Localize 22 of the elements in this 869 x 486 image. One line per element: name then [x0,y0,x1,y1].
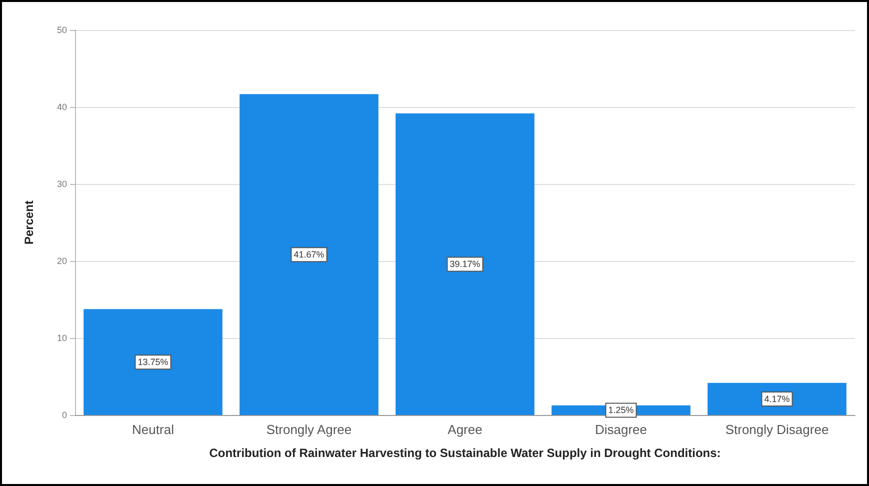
y-tick-label: 40 [56,102,67,112]
y-axis-title: Percent [22,200,36,245]
x-axis-title: Contribution of Rainwater Harvesting to Sustainable Water Supply in Drought Conditions: [209,446,721,460]
bar [396,113,534,415]
bar [708,382,846,415]
data-label: 4.17% [764,394,790,404]
x-tick-label: Neutral [132,422,174,437]
y-tick-label: 10 [56,333,67,343]
y-tick-label: 30 [56,179,67,189]
x-tick-label: Agree [448,422,482,437]
y-tick-label: 50 [56,25,67,35]
x-tick-label: Disagree [594,422,648,437]
data-label: 13.75% [138,357,168,368]
data-label: 41.67% [294,250,324,260]
x-tick-label: Strongly Agree [266,422,352,437]
bar [240,94,378,415]
bar [84,309,222,415]
data-label: 1.25% [608,405,634,416]
x-tick-label: Strongly Disagree [725,422,829,437]
data-label: 39.17% [450,259,480,270]
y-tick-label: 0 [62,410,67,420]
y-tick-label: 20 [56,256,67,266]
